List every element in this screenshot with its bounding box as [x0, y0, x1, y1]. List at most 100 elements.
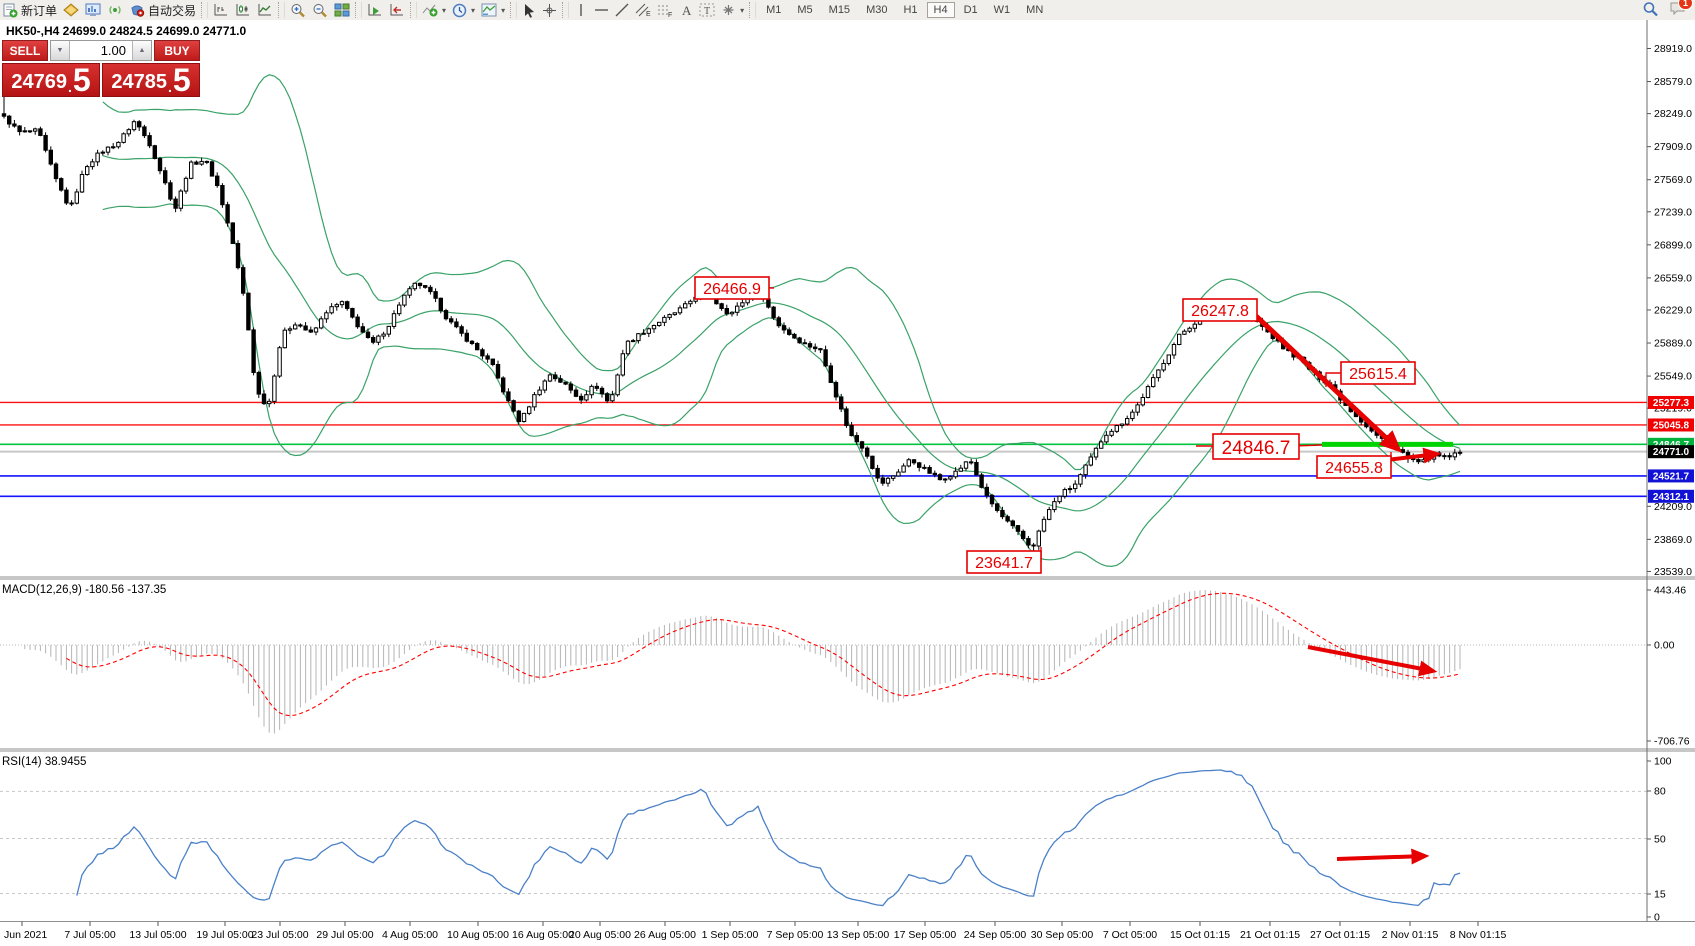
- price-annotation[interactable]: 26247.8: [1182, 298, 1258, 322]
- sell-price-dot: .: [67, 79, 72, 95]
- cursor-button[interactable]: [519, 1, 539, 19]
- trend-arrow[interactable]: [1336, 848, 1430, 865]
- profiles-icon: [63, 3, 79, 17]
- macd-signal-line: [66, 592, 1461, 717]
- periods-dropdown-caret[interactable]: ▾: [471, 5, 476, 15]
- time-axis-label: 8 Nov 01:15: [1450, 929, 1507, 941]
- rsi-axis-label: 100: [1654, 756, 1672, 768]
- zoom-in-button[interactable]: [287, 1, 309, 19]
- price-badge-text: 24312.1: [1653, 492, 1690, 503]
- price-annotation[interactable]: 23641.7: [966, 550, 1042, 574]
- templates-icon: [481, 3, 497, 17]
- time-axis-label: 23 Jul 05:00: [251, 929, 308, 941]
- indicators-button[interactable]: ▾: [419, 1, 449, 19]
- price-annotation[interactable]: 26466.9: [694, 276, 770, 300]
- time-axis-label: 24 Sep 05:00: [964, 929, 1027, 941]
- zoom-out-button[interactable]: [309, 1, 331, 19]
- vertical-line-tool-button[interactable]: [571, 1, 591, 19]
- text-label-tool-button[interactable]: T: [696, 1, 718, 19]
- time-axis-label: 16 Aug 05:00: [512, 929, 574, 941]
- sell-price-quote[interactable]: 24769. 5: [2, 63, 100, 97]
- price-annotation[interactable]: 25615.4: [1340, 361, 1416, 385]
- crosshair-icon: [542, 3, 557, 18]
- time-axis-label: 13 Sep 05:00: [827, 929, 890, 941]
- timeframe-w1-button[interactable]: W1: [993, 4, 1011, 16]
- main-price-pane[interactable]: [0, 74, 1647, 567]
- chart-window[interactable]: MACD(12,26,9) -180.56 -137.35 RSI(14) 38…: [0, 20, 1695, 946]
- timeframe-d1-button[interactable]: D1: [963, 4, 978, 16]
- arrows-dropdown-caret[interactable]: ▾: [740, 5, 745, 15]
- trendline-tool-button[interactable]: [612, 1, 632, 19]
- sell-button[interactable]: SELL: [2, 40, 48, 61]
- horizontal-line-icon: [594, 5, 609, 15]
- buy-button[interactable]: BUY: [154, 40, 200, 61]
- sell-price-pip: 5: [72, 62, 91, 98]
- fibonacci-tool-button[interactable]: F: [654, 1, 676, 19]
- volume-decrease-button[interactable]: ▼: [51, 41, 70, 60]
- templates-button[interactable]: ▾: [478, 1, 508, 19]
- search-icon[interactable]: [1642, 1, 1659, 20]
- price-badge-text: 25277.3: [1653, 398, 1690, 409]
- volume-increase-button[interactable]: ▲: [132, 41, 151, 60]
- volume-input[interactable]: [70, 41, 132, 60]
- timeframe-m1-button[interactable]: M1: [766, 4, 782, 16]
- candlestick-chart-icon: [235, 3, 251, 17]
- price-axis-badge: 24521.7: [1648, 469, 1694, 483]
- price-badge-text: 24521.7: [1653, 471, 1690, 482]
- new-order-button[interactable]: 新订单: [0, 1, 60, 19]
- equidistant-channel-tool-button[interactable]: E: [632, 1, 654, 19]
- templates-dropdown-caret[interactable]: ▾: [501, 5, 506, 15]
- toolbar-separator: [355, 2, 363, 18]
- time-axis[interactable]: Jun 2021 7 Jul 05:00 13 Jul 05:00 19 Jul 05…: [4, 921, 1507, 942]
- timeframe-mn-button[interactable]: MN: [1026, 4, 1044, 16]
- price-axis-label: 28249.0: [1654, 108, 1692, 120]
- timeframe-h4-button[interactable]: H4: [926, 2, 955, 18]
- bar-chart-type-button[interactable]: [210, 1, 232, 19]
- timeframe-m5-button[interactable]: M5: [797, 4, 813, 16]
- buy-price-quote[interactable]: 24785. 5: [102, 63, 200, 97]
- tile-windows-button[interactable]: [331, 1, 353, 19]
- rsi-pane[interactable]: [0, 769, 1647, 907]
- periods-button[interactable]: ▾: [449, 1, 478, 19]
- price-axis-label: 26229.0: [1654, 304, 1692, 316]
- trend-arrow[interactable]: [1254, 314, 1403, 453]
- line-chart-type-button[interactable]: [254, 1, 276, 19]
- chart-canvas[interactable]: MACD(12,26,9) -180.56 -137.35 RSI(14) 38…: [0, 20, 1695, 946]
- timeframe-m15-button[interactable]: M15: [828, 4, 851, 16]
- trend-arrow[interactable]: [1307, 645, 1438, 677]
- price-annotation[interactable]: 24846.7: [1212, 433, 1300, 460]
- text-tool-button[interactable]: A: [676, 1, 696, 19]
- price-axis-label: 28579.0: [1654, 76, 1692, 88]
- terminal-icon: [85, 3, 101, 17]
- rsi-label: RSI(14) 38.9455: [2, 756, 86, 768]
- candles-layer: [1, 97, 1463, 562]
- autotrading-button[interactable]: 自动交易: [126, 1, 199, 19]
- buy-price-main: 24785: [111, 71, 167, 93]
- price-axis-label: 27909.0: [1654, 141, 1692, 153]
- line-chart-icon: [257, 3, 273, 17]
- time-axis-label: 2 Nov 01:15: [1382, 929, 1439, 941]
- terminal-button[interactable]: [82, 1, 104, 19]
- macd-pane[interactable]: [0, 590, 1647, 734]
- candlestick-chart-type-button[interactable]: [232, 1, 254, 19]
- auto-scroll-button[interactable]: [364, 1, 386, 19]
- chart-shift-button[interactable]: [386, 1, 408, 19]
- equidistant-channel-icon: E: [635, 3, 651, 17]
- horizontal-line-tool-button[interactable]: [591, 1, 612, 19]
- signals-button[interactable]: [104, 1, 126, 19]
- indicators-icon: [422, 3, 438, 17]
- price-annotation[interactable]: 24655.8: [1316, 455, 1392, 479]
- toolbar-separator: [749, 2, 757, 18]
- notification-badge: 1: [1677, 0, 1693, 10]
- timeframe-m30-button[interactable]: M30: [866, 4, 888, 16]
- time-axis-label: 10 Aug 05:00: [447, 929, 509, 941]
- timeframe-h1-button[interactable]: H1: [903, 4, 918, 16]
- time-axis-label: 15 Oct 01:15: [1170, 929, 1230, 941]
- profiles-button[interactable]: [60, 1, 82, 19]
- volume-control: ▼ ▲: [50, 40, 152, 61]
- zoom-in-icon: [290, 3, 306, 18]
- notifications-button[interactable]: 1: [1669, 0, 1693, 19]
- arrows-tool-button[interactable]: ▾: [718, 1, 747, 19]
- indicators-dropdown-caret[interactable]: ▾: [442, 5, 447, 15]
- crosshair-button[interactable]: [539, 1, 560, 19]
